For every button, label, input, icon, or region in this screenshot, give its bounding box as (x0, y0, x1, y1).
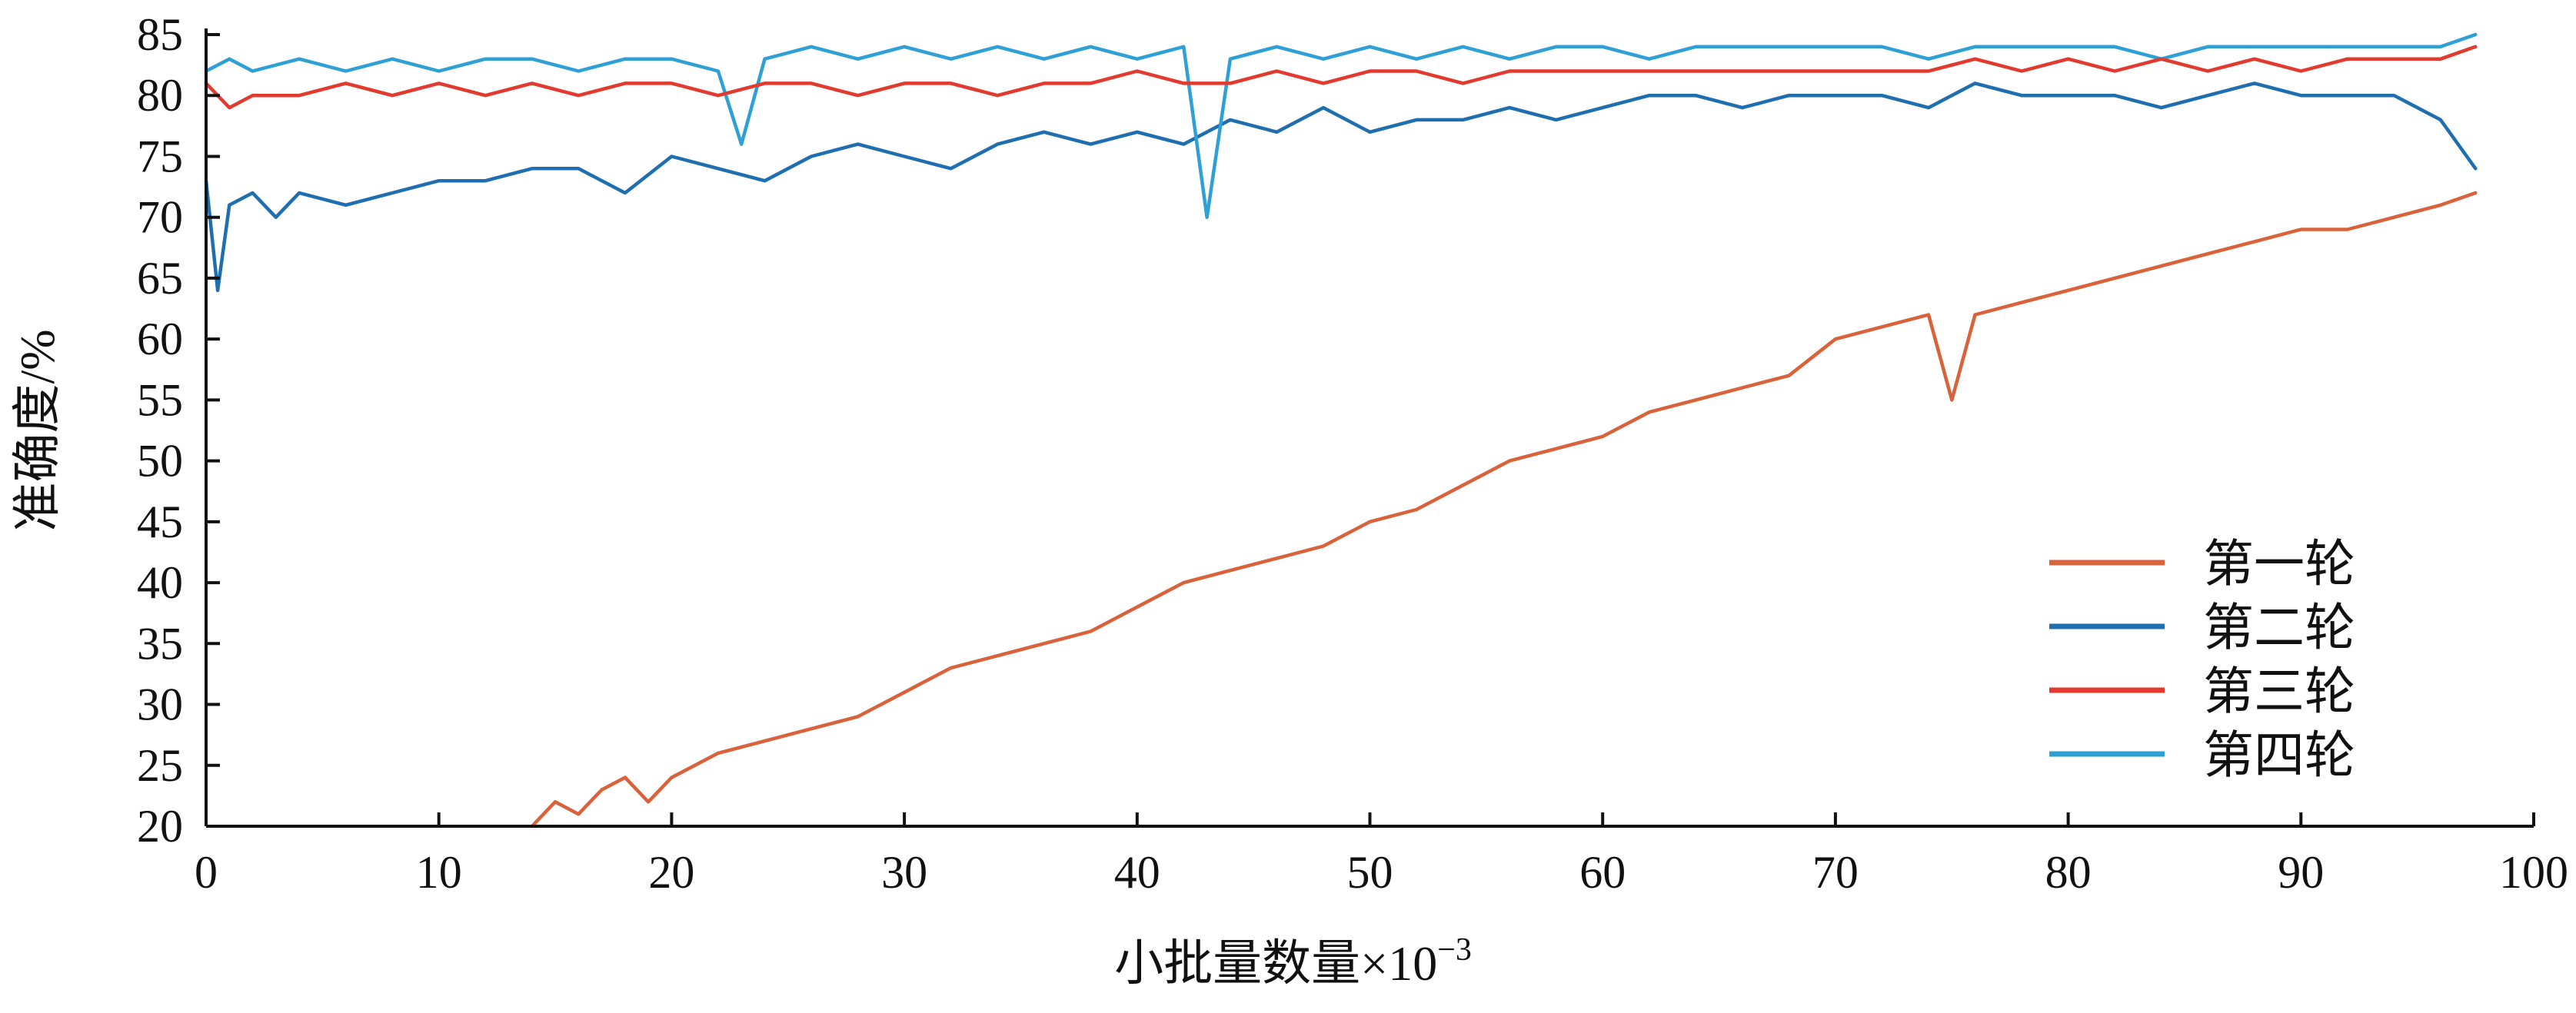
series-line-1 (530, 191, 2478, 829)
y-tick-label: 45 (137, 497, 183, 547)
y-tick-label: 70 (137, 192, 183, 243)
x-tick-label: 100 (2499, 847, 2568, 898)
y-tick-label: 85 (137, 9, 183, 60)
y-axis-ticks: 20 25 30 35 40 45 50 55 60 65 70 75 80 85 (137, 9, 220, 852)
x-tick-label: 10 (416, 847, 462, 898)
y-tick-label: 60 (137, 314, 183, 364)
series-lines (204, 32, 2478, 829)
x-axis-title-main: 小批量数量×10 (1114, 936, 1437, 991)
series-line-3 (204, 45, 2478, 110)
x-tick-label: 90 (2278, 847, 2324, 898)
series-line-2 (204, 81, 2478, 293)
y-tick-label: 80 (137, 70, 183, 121)
x-tick-label: 0 (195, 847, 218, 898)
legend-label: 第一轮 (2203, 536, 2355, 593)
y-tick-label: 75 (137, 131, 183, 181)
x-tick-label: 30 (881, 847, 927, 898)
y-tick-label: 65 (137, 253, 183, 304)
legend-label: 第三轮 (2203, 664, 2355, 720)
y-tick-label: 30 (137, 679, 183, 730)
axes: 0 10 20 30 40 50 60 70 80 90 100 20 25 30 35 40 45 50 55 6… (137, 9, 2568, 898)
y-tick-label: 40 (137, 557, 183, 608)
x-tick-label: 40 (1114, 847, 1160, 898)
x-tick-label: 70 (1812, 847, 1859, 898)
x-axis-ticks: 0 10 20 30 40 50 60 70 80 90 100 (195, 812, 2568, 898)
x-tick-label: 80 (2045, 847, 2092, 898)
x-tick-label: 50 (1347, 847, 1393, 898)
x-axis-title: 小批量数量×10−3 (1114, 932, 1472, 991)
x-tick-label: 60 (1579, 847, 1626, 898)
x-axis-title-exponent: −3 (1437, 932, 1472, 968)
y-axis-title: 准确度/% (10, 329, 65, 531)
series-line-4 (204, 32, 2478, 219)
y-tick-label: 20 (137, 801, 183, 852)
y-tick-label: 25 (137, 740, 183, 791)
x-tick-label: 20 (648, 847, 694, 898)
legend-label: 第四轮 (2203, 728, 2355, 784)
y-tick-label: 35 (137, 618, 183, 669)
y-tick-label: 50 (137, 436, 183, 487)
y-tick-label: 55 (137, 374, 183, 425)
legend-label: 第二轮 (2203, 600, 2355, 656)
